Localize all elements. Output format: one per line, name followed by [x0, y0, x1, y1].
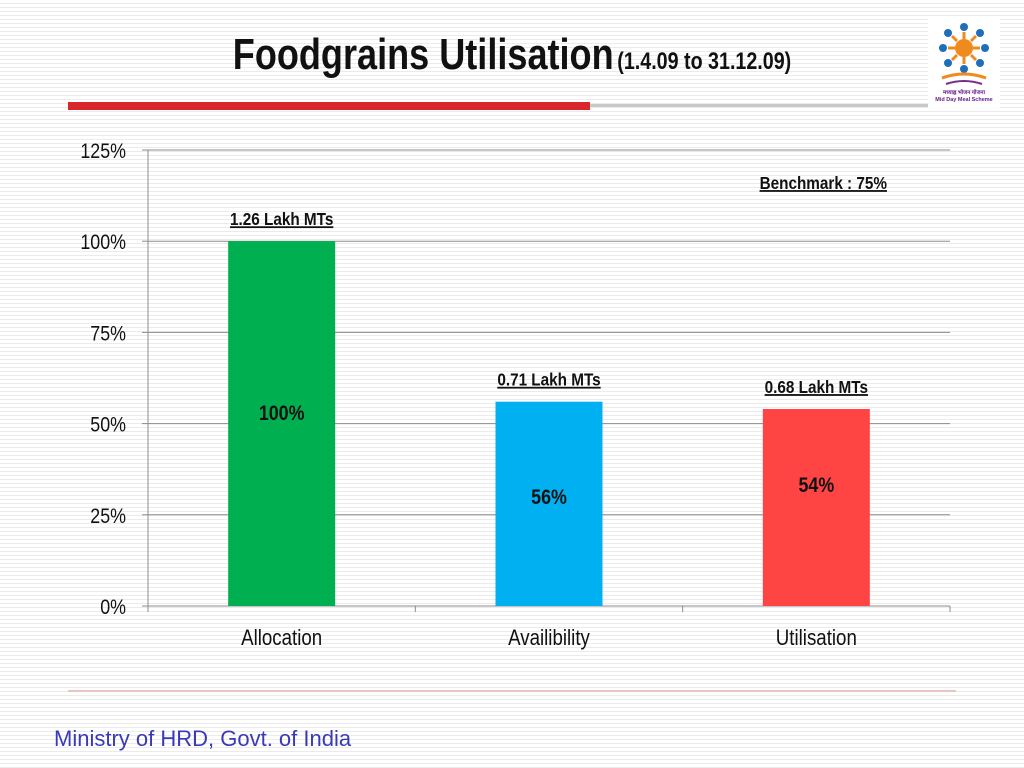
bar: [228, 241, 336, 606]
y-tick-label: 0%: [100, 596, 126, 620]
slide-title: Foodgrains Utilisation (1.4.09 to 31.12.…: [92, 30, 932, 80]
x-tick-label: Allocation: [241, 627, 322, 651]
title-underline-red: [68, 102, 590, 110]
logo-hindi-text: मध्याह्न भोजन योजना: [942, 90, 986, 96]
x-tick-label: Utilisation: [776, 627, 857, 651]
y-tick-label: 50%: [90, 413, 126, 437]
bar-top-label: 0.71 Lakh MTs: [497, 370, 600, 390]
data-label: 56%: [531, 486, 567, 510]
bar-top-label: 1.26 Lakh MTs: [230, 209, 333, 229]
title-underline-grey: [590, 104, 930, 107]
data-label: 54%: [798, 474, 834, 498]
mid-day-meal-logo-icon: मध्याह्न भोजन योजना Mid Day Meal Scheme: [928, 18, 1000, 108]
footer-divider: [68, 690, 956, 692]
logo-english-text: Mid Day Meal Scheme: [935, 97, 993, 103]
data-label: 100%: [259, 402, 305, 426]
y-tick-label: 25%: [90, 504, 126, 528]
benchmark-annotation: Benchmark : 75%: [760, 173, 888, 193]
title-main: Foodgrains Utilisation: [232, 30, 614, 79]
y-tick-label: 100%: [80, 231, 126, 255]
logo-emblem: [939, 23, 989, 85]
bar-chart: 0% 25% 50% 75% 100% 125% 100% 1.26 Lakh MTs Allo…: [80, 140, 951, 651]
bar: [495, 401, 603, 606]
bar: [762, 409, 870, 606]
title-date-range: (1.4.09 to 31.12.09): [617, 48, 792, 75]
footer-text: Ministry of HRD, Govt. of India: [54, 726, 352, 751]
y-tick-label: 75%: [90, 322, 126, 346]
x-tick-label: Availibility: [508, 627, 590, 651]
bar-top-label: 0.68 Lakh MTs: [765, 377, 868, 397]
y-tick-label: 125%: [80, 140, 126, 164]
